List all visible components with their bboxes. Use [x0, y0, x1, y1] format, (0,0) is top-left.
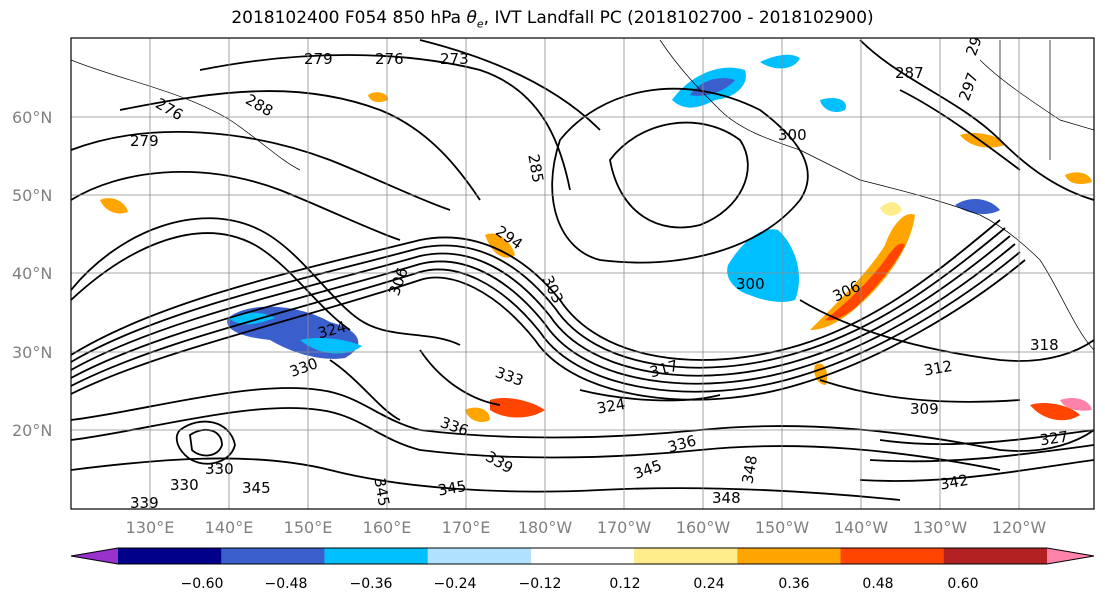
- lon-label: 170°W: [597, 518, 652, 537]
- shade-pos-ar-core: [825, 243, 905, 321]
- contour-label: 330: [205, 460, 234, 478]
- colorbar-tick: 0.48: [862, 576, 893, 592]
- lon-label: 160°E: [363, 518, 412, 537]
- colorbar-segment: [324, 548, 429, 564]
- graticule: [71, 38, 1094, 509]
- contour-label: 279: [304, 50, 333, 68]
- colorbar-tick: −0.48: [265, 576, 308, 592]
- lon-label: 120°W: [992, 518, 1047, 537]
- contour-label: 348: [712, 489, 741, 507]
- shade-pos-sub4: [1060, 398, 1092, 411]
- contour-label: 324: [595, 395, 626, 418]
- shade-neg-nw: [820, 98, 846, 112]
- latitude-labels: 60°N 50°N 40°N 30°N 20°N: [12, 108, 52, 440]
- shade-neg-central: [727, 229, 799, 303]
- shade-pos-sub3: [1030, 403, 1080, 421]
- colorbar-tick: 0.24: [693, 576, 724, 592]
- colorbar-segment: [221, 548, 325, 564]
- shade-pos-w: [100, 198, 128, 214]
- plot-area: [71, 38, 1094, 509]
- contour-label: 300: [778, 126, 807, 144]
- shade-pos-ar-outer: [810, 214, 915, 330]
- shade-pos-sub2: [465, 407, 490, 422]
- contour-label: 348: [738, 454, 761, 485]
- lon-label: 140°W: [834, 518, 889, 537]
- shade-neg-west2: [300, 337, 362, 354]
- colorbar-tick: −0.36: [350, 576, 393, 592]
- colorbar-outline: [70, 547, 1095, 565]
- colorbar-segment: [737, 548, 842, 564]
- shade-pos-sub1: [490, 398, 545, 418]
- lat-label: 30°N: [12, 343, 52, 362]
- colorbar-tick: −0.12: [519, 576, 562, 592]
- contour-label: 345: [436, 477, 467, 500]
- shade-pos-alaska: [960, 133, 1005, 148]
- colorbar-segments: [118, 548, 1048, 564]
- lon-label: 160°W: [676, 518, 731, 537]
- colorbar-extend-max: [1047, 548, 1094, 564]
- lon-label: 130°E: [126, 518, 175, 537]
- coastlines: [71, 39, 1094, 351]
- colorbar-tick: 0.36: [778, 576, 809, 592]
- lon-label: 150°W: [755, 518, 810, 537]
- lon-label: 130°W: [913, 518, 968, 537]
- contour-label: 287: [895, 64, 924, 82]
- shade-pos-ar-tip: [880, 202, 902, 216]
- contour-label: 300: [736, 275, 765, 293]
- lon-label: 180°W: [518, 518, 573, 537]
- colorbar-tick: −0.60: [181, 576, 224, 592]
- contour-label: 342: [938, 471, 969, 494]
- lat-label: 50°N: [12, 186, 52, 205]
- plot-frame: [70, 37, 1095, 510]
- colorbar-tick: −0.24: [434, 576, 477, 592]
- colorbar-segment: [634, 548, 738, 564]
- shade-pos-c: [485, 233, 515, 258]
- colorbar-segment: [840, 548, 945, 564]
- shade-pos-ne: [1065, 172, 1092, 184]
- colorbar-segment: [427, 548, 532, 564]
- shade-pos-n: [368, 92, 388, 103]
- colorbar-segment: [530, 548, 635, 564]
- lat-label: 40°N: [12, 264, 52, 283]
- lon-label: 140°E: [205, 518, 254, 537]
- colorbar-extend-min: [71, 548, 118, 564]
- contour-label: 276: [375, 50, 404, 68]
- map-title: 2018102400 F054 850 hPa θe, IVT Landfall…: [231, 8, 874, 31]
- contour-label: 327: [1039, 428, 1070, 450]
- contour-label: 330: [170, 476, 199, 494]
- lat-label: 20°N: [12, 421, 52, 440]
- contour-label: 312: [922, 357, 953, 380]
- contour-label: 339: [130, 494, 159, 512]
- contour-label: 279: [130, 132, 159, 150]
- colorbar-tick: 0.60: [947, 576, 978, 592]
- shade-neg-alaska2: [760, 54, 800, 69]
- longitude-labels: 130°E 140°E 150°E 160°E 170°E 180°W 170°…: [126, 518, 1047, 537]
- colorbar-segment: [943, 548, 1048, 564]
- contour-label: 309: [910, 400, 939, 418]
- lon-label: 150°E: [284, 518, 333, 537]
- contour-label: 345: [370, 476, 393, 507]
- contour-label: 318: [1030, 336, 1059, 354]
- lat-label: 60°N: [12, 108, 52, 127]
- colorbar-segment: [118, 548, 222, 564]
- contour-label: 285: [524, 153, 547, 184]
- colorbar: −0.60 −0.48 −0.36 −0.24 −0.12 0.12 0.24 …: [70, 547, 1095, 592]
- colorbar-ticks: −0.60 −0.48 −0.36 −0.24 −0.12 0.12 0.24 …: [181, 576, 979, 592]
- contour-label: 345: [242, 479, 271, 497]
- pc-shading: [100, 54, 1092, 422]
- contour-label: 273: [440, 50, 469, 68]
- lon-label: 170°E: [442, 518, 491, 537]
- colorbar-tick: 0.12: [609, 576, 640, 592]
